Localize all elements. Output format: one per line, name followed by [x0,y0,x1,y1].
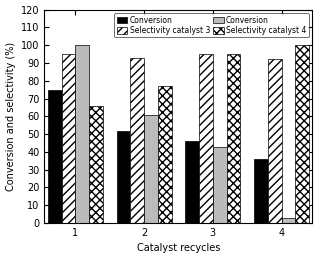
Bar [199,54,213,223]
Y-axis label: Conversion and selectivity (%): Conversion and selectivity (%) [5,42,16,191]
Bar [62,54,75,223]
Bar [213,147,226,223]
Bar [144,114,158,223]
Bar [130,57,144,223]
Legend: Conversion, Selectivity catalyst 3, Conversion, Selectivity catalyst 4: Conversion, Selectivity catalyst 3, Conv… [114,13,309,38]
X-axis label: Catalyst recycles: Catalyst recycles [137,243,220,254]
Bar [295,45,309,223]
Bar [75,45,89,223]
Bar [158,86,172,223]
Bar [254,159,268,223]
Bar [226,54,240,223]
Bar [281,218,295,223]
Bar [185,141,199,223]
Bar [268,59,281,223]
Bar [89,106,103,223]
Bar [117,131,130,223]
Bar [48,90,62,223]
